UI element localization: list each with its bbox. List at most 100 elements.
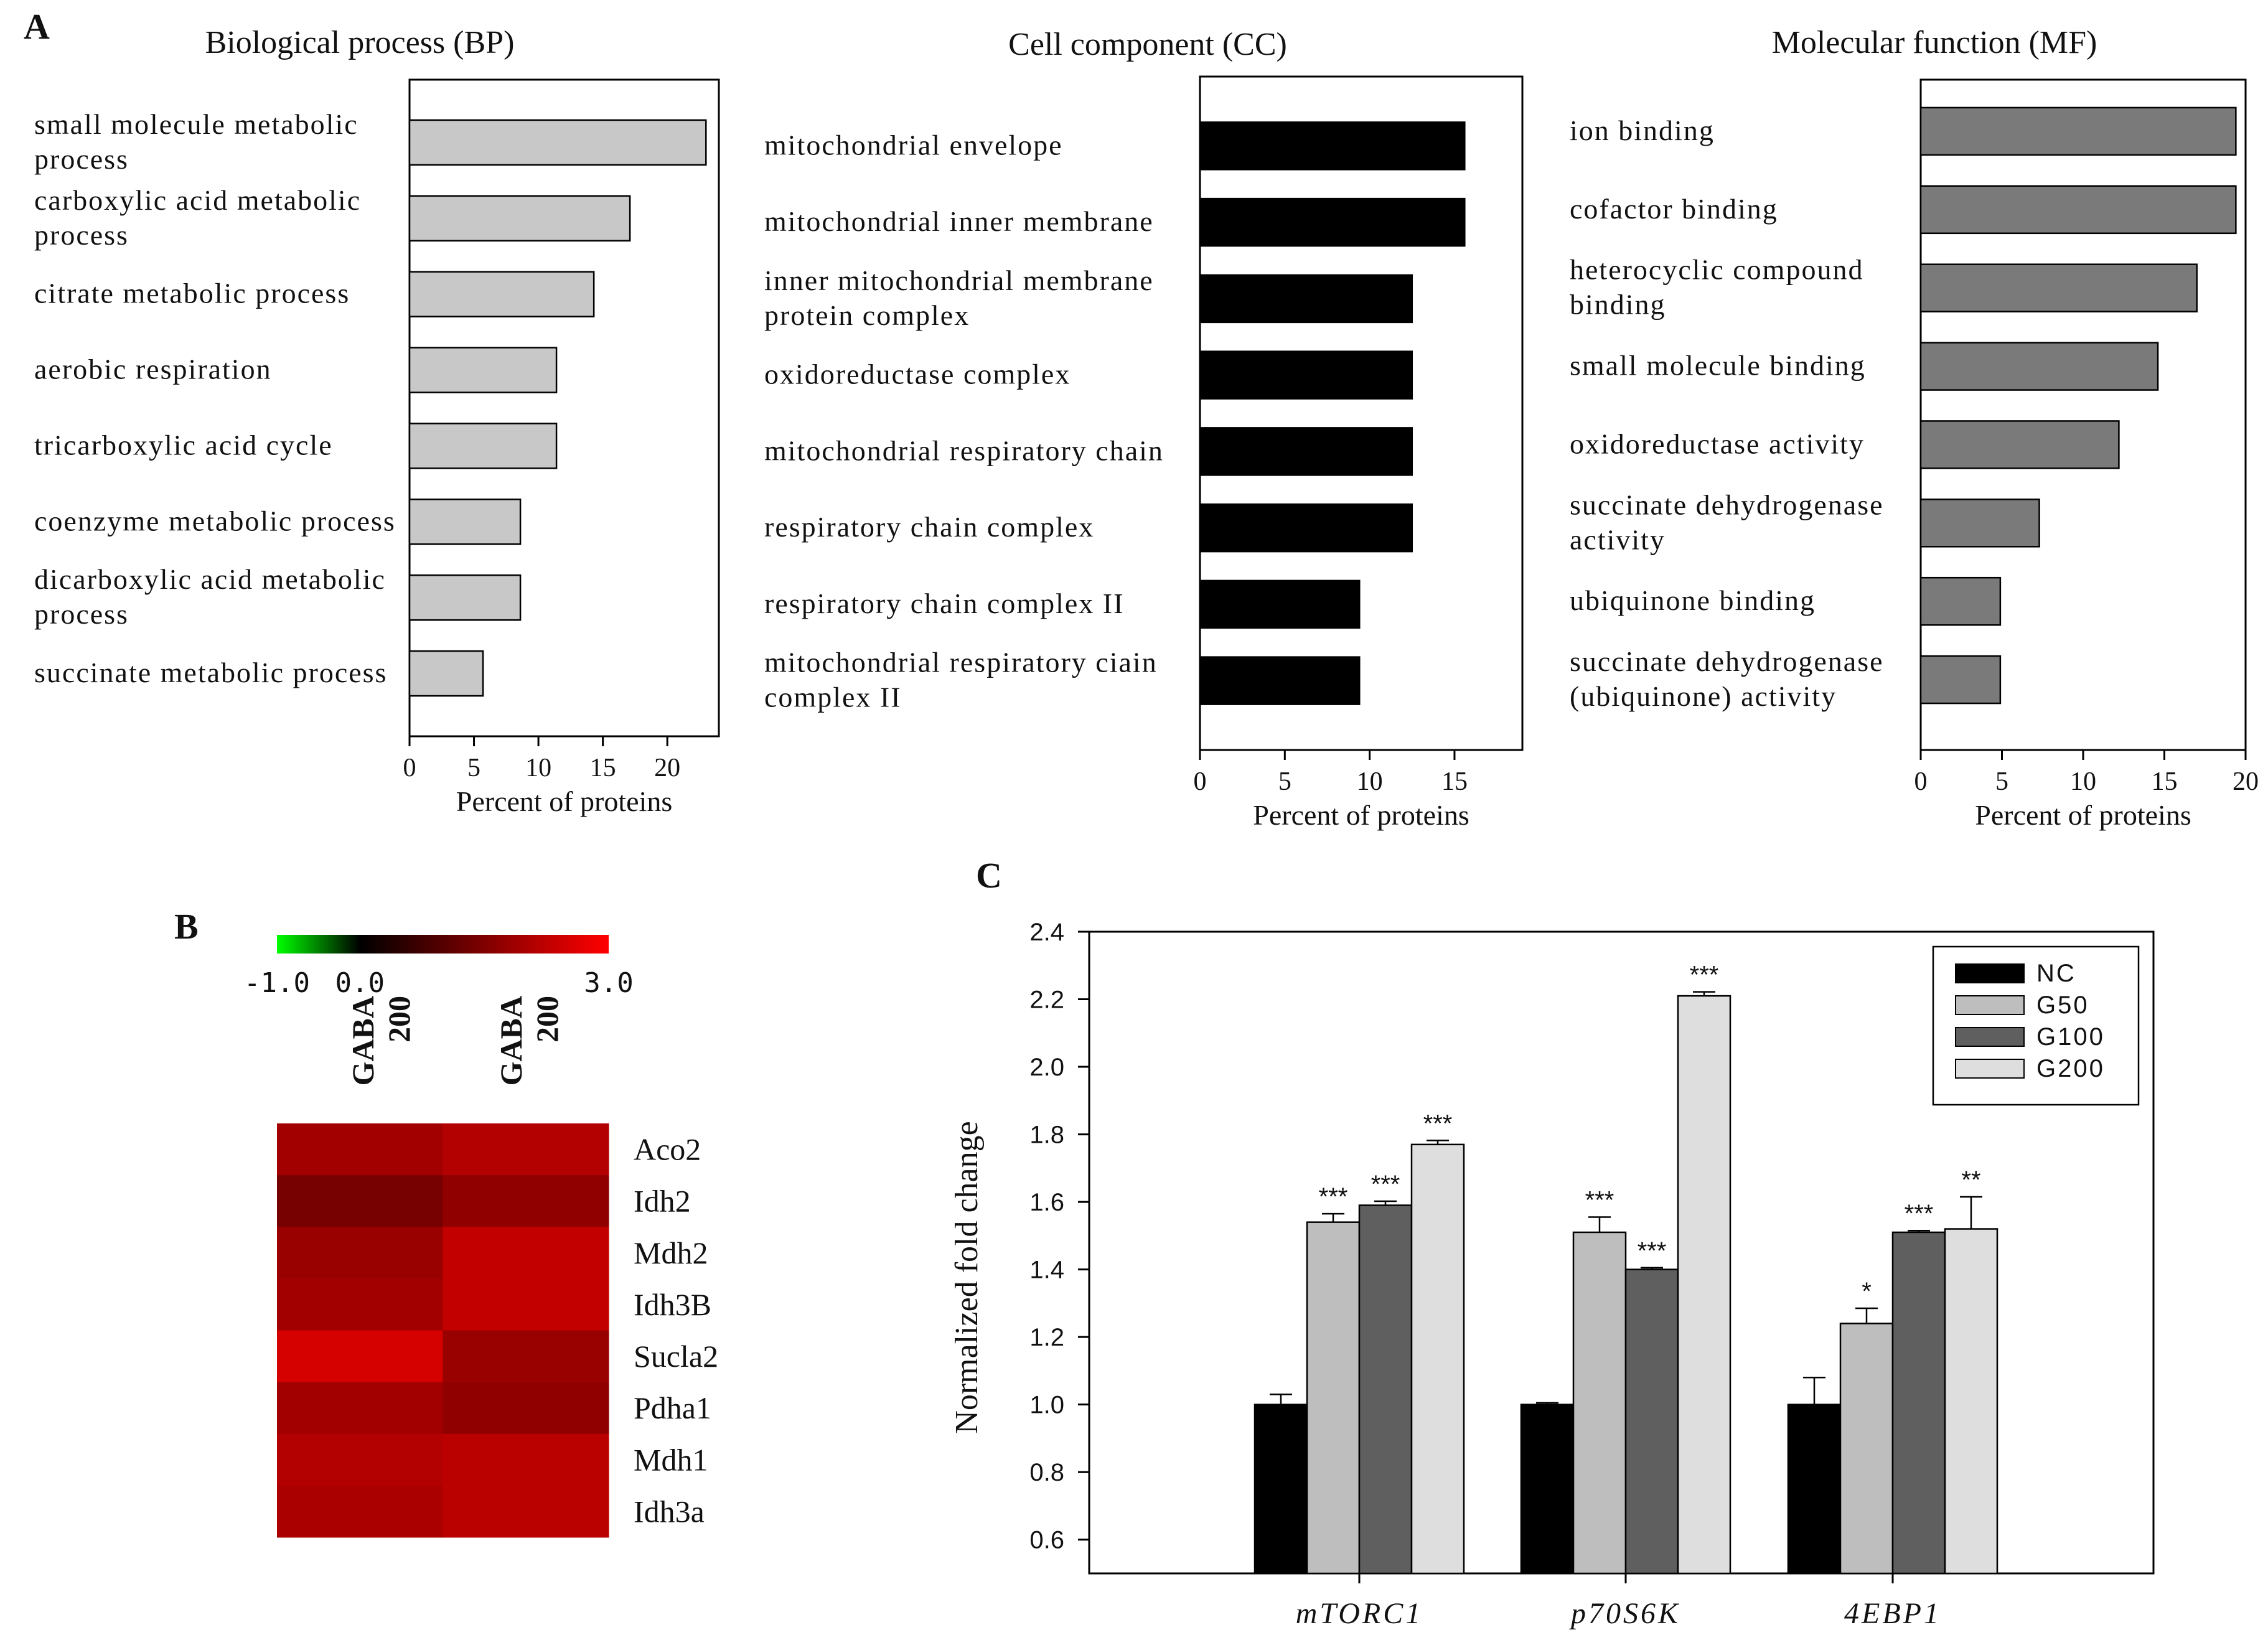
category-label: complex II [764, 682, 902, 713]
chart-title: Biological process (BP) [205, 25, 515, 60]
column-label: GABA [494, 996, 528, 1085]
bar [1199, 197, 1466, 247]
category-label: succinate dehydrogenase [1570, 645, 1884, 677]
x-tick-label: 5 [1995, 767, 2008, 796]
bar [1199, 656, 1361, 705]
bar [1572, 1231, 1627, 1575]
bar [408, 347, 558, 393]
plot-frame [1199, 75, 1524, 751]
scale-label: 3.0 [584, 967, 633, 999]
bar [1919, 185, 2237, 235]
bar [1199, 579, 1361, 629]
bar [408, 423, 558, 469]
category-label: cofactor binding [1570, 193, 1778, 225]
significance-label: * [1862, 1278, 1872, 1305]
x-tick-label: 10 [525, 754, 551, 782]
bar [408, 499, 522, 545]
category-label: citrate metabolic process [34, 278, 350, 309]
x-axis-label: Percent of proteins [456, 785, 672, 817]
category-label: small molecule binding [1570, 350, 1866, 382]
heatmap-cell [277, 1175, 443, 1227]
x-tick-label: 5 [467, 754, 480, 782]
legend-swatch [1955, 995, 2025, 1015]
y-tick-label: 2.0 [1029, 1054, 1064, 1081]
legend-swatch [1955, 1027, 2025, 1047]
x-tick-label: 15 [1441, 767, 1468, 796]
legend-swatch [1955, 1059, 2025, 1079]
bar [1944, 1228, 1999, 1575]
y-tick-label: 1.8 [1029, 1122, 1064, 1149]
bar [1624, 1268, 1679, 1575]
y-tick-label: 0.8 [1029, 1459, 1064, 1486]
row-label: Aco2 [634, 1132, 701, 1167]
x-tick-label: 0 [1194, 767, 1207, 796]
column-label: 200 [382, 996, 416, 1043]
heatmap-cell [277, 1382, 443, 1435]
category-label: process [34, 143, 129, 175]
category-label: ion binding [1570, 115, 1715, 146]
category-label: mitochondrial inner membrane [764, 205, 1154, 237]
bar [408, 119, 707, 166]
bar [408, 195, 631, 242]
bar [1199, 350, 1413, 400]
category-label: succinate dehydrogenase [1570, 489, 1884, 520]
x-tick-label: 10 [1357, 767, 1383, 796]
category-label: carboxylic acid metabolic [34, 184, 361, 216]
heatmap-cell [443, 1175, 609, 1227]
heatmap-cell [443, 1330, 609, 1383]
bar [408, 650, 484, 697]
bar [1891, 1231, 1946, 1575]
bar [1787, 1403, 1842, 1575]
heatmap-cell [277, 1123, 443, 1176]
bar [1919, 106, 2237, 156]
y-tick-label: 1.2 [1029, 1324, 1064, 1351]
legend-swatch [1955, 963, 2025, 983]
legend-label: G50 [2036, 991, 2089, 1019]
heatmap-cell [443, 1227, 609, 1279]
heatmap: -1.0 0.0 3.0 Aco2 Idh2 Mdh2 Idh3B Sucla2 Pdha1 Md… [244, 935, 718, 1538]
x-tick-label: 0 [1914, 767, 1928, 796]
cc-bar-chart: Cell component (CC) mitochondrial envelop… [764, 27, 1524, 831]
bar [408, 574, 522, 621]
x-tick-label: 5 [1278, 767, 1291, 796]
heatmap-cell [443, 1382, 609, 1435]
bar [1199, 503, 1413, 553]
bar [1919, 576, 2002, 626]
category-label: small molecule metabolic [34, 108, 358, 140]
column-label: 200 [530, 996, 565, 1043]
significance-label: *** [1690, 962, 1719, 989]
category-label: process [34, 598, 129, 630]
heatmap-cell [443, 1433, 609, 1486]
category-label: binding [1570, 289, 1666, 321]
color-scale-bar [277, 935, 609, 954]
bar [1306, 1221, 1361, 1575]
legend-label: G200 [2036, 1055, 2105, 1082]
panel-letter-b: B [174, 906, 199, 947]
significance-label: *** [1319, 1183, 1348, 1211]
category-label: aerobic respiration [34, 354, 272, 385]
bar [1919, 499, 2040, 548]
y-tick-label: 1.6 [1029, 1189, 1064, 1216]
category-label: mTORC1 [1296, 1597, 1423, 1630]
y-tick-label: 1.0 [1029, 1392, 1064, 1419]
row-label: Idh3a [634, 1494, 705, 1529]
x-tick-label: 15 [590, 754, 616, 782]
category-label: mitochondrial envelope [764, 129, 1063, 161]
x-tick-label: 0 [403, 754, 416, 782]
heatmap-cell [443, 1485, 609, 1538]
category-label: process [34, 219, 129, 251]
category-label: coenzyme metabolic process [34, 505, 396, 537]
category-label: protein complex [764, 299, 970, 331]
fold-change-chart: 0.6 0.8 1.0 1.2 1.4 1.6 1.8 2.0 2.2 2.4 Normalized… [949, 919, 2155, 1630]
legend-label: G100 [2036, 1023, 2105, 1051]
row-label: Mdh2 [634, 1235, 708, 1270]
mf-bar-chart: Molecular function (MF) ion binding cofact… [1570, 25, 2259, 831]
bp-bar-chart: Biological process (BP) small molecule me… [34, 25, 720, 817]
chart-title: Molecular function (MF) [1772, 25, 2097, 60]
bar [1199, 121, 1466, 171]
category-label: respiratory chain complex II [764, 588, 1124, 619]
x-axis-label: Percent of proteins [1253, 799, 1469, 831]
significance-label: *** [1638, 1237, 1667, 1265]
category-label: p70S6K [1569, 1597, 1680, 1630]
heatmap-cell [443, 1278, 609, 1331]
